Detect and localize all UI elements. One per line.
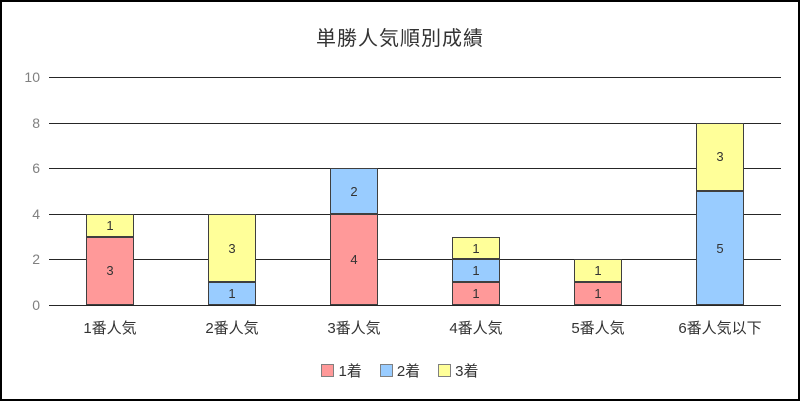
y-tick-label: 2 — [32, 251, 40, 268]
bar-segment-1着-4番人気: 1 — [452, 282, 500, 305]
legend-swatch — [379, 364, 393, 377]
y-tick-label: 10 — [24, 69, 40, 85]
y-tick-label: 6 — [32, 160, 40, 177]
bar-segment-label: 1 — [472, 286, 480, 302]
gridline — [49, 168, 781, 170]
bar-segment-2着-3番人気: 2 — [330, 168, 378, 214]
bar-segment-3着-2番人気: 3 — [208, 213, 256, 283]
x-tick-label: 3番人気 — [327, 320, 381, 337]
y-tick-label: 0 — [32, 297, 40, 313]
x-tick-label: 4番人気 — [449, 320, 503, 337]
legend: 1着 2着 3着 — [2, 360, 798, 381]
bar-segment-label: 2 — [350, 183, 358, 199]
bar-segment-label: 1 — [472, 263, 480, 279]
x-tick-label: 5番人気 — [571, 320, 625, 337]
y-tick-label: 4 — [32, 205, 40, 222]
x-tick-label: 6番人気以下 — [678, 320, 762, 337]
plot-area: 3 1 1 3 4 2 1 1 1 1 1 5 3 — [49, 77, 781, 306]
bar-segment-label: 5 — [716, 240, 724, 256]
legend-label: 3着 — [455, 363, 479, 380]
bar-segment-1着-3番人気: 4 — [330, 213, 378, 305]
x-tick-label: 2番人気 — [205, 320, 259, 337]
gridline — [49, 77, 781, 78]
bar-segment-label: 1 — [472, 240, 480, 256]
legend-label: 1着 — [338, 363, 362, 380]
bar-segment-1着-1番人気: 3 — [86, 236, 134, 305]
y-tick-label: 8 — [32, 114, 40, 131]
bar-segment-1着-5番人気: 1 — [574, 282, 622, 305]
legend-swatch — [321, 364, 335, 377]
gridline — [49, 213, 781, 215]
gridline — [49, 259, 781, 261]
bar-segment-label: 1 — [228, 286, 236, 302]
bar-segment-3着-5番人気: 1 — [574, 259, 622, 283]
bar-segment-2着-2番人気: 1 — [208, 282, 256, 305]
bar-segment-label: 1 — [106, 217, 114, 233]
legend-item-1着: 1着 — [321, 360, 362, 381]
bar-segment-3着-4番人気: 1 — [452, 236, 500, 260]
chart-title: 単勝人気順別成績 — [316, 28, 484, 50]
legend-item-2着: 2着 — [379, 360, 421, 381]
bar-segment-label: 4 — [350, 251, 358, 267]
gridline — [49, 305, 781, 306]
gridline — [49, 122, 781, 124]
bar-segment-2着-6番人気以下: 5 — [696, 191, 744, 305]
bar-segment-label: 1 — [594, 286, 602, 302]
bar-segment-3着-1番人気: 1 — [86, 213, 134, 237]
x-tick-label: 1番人気 — [83, 320, 137, 337]
bar-segment-label: 3 — [716, 149, 724, 165]
legend-label: 2着 — [396, 363, 421, 380]
legend-swatch — [438, 364, 452, 377]
legend-item-3着: 3着 — [438, 360, 479, 381]
bar-segment-label: 3 — [228, 240, 236, 256]
bar-segment-label: 3 — [106, 263, 114, 279]
bar-segment-3着-6番人気以下: 3 — [696, 122, 744, 191]
bar-segment-2着-4番人気: 1 — [452, 259, 500, 283]
bar-segment-label: 1 — [594, 263, 602, 279]
